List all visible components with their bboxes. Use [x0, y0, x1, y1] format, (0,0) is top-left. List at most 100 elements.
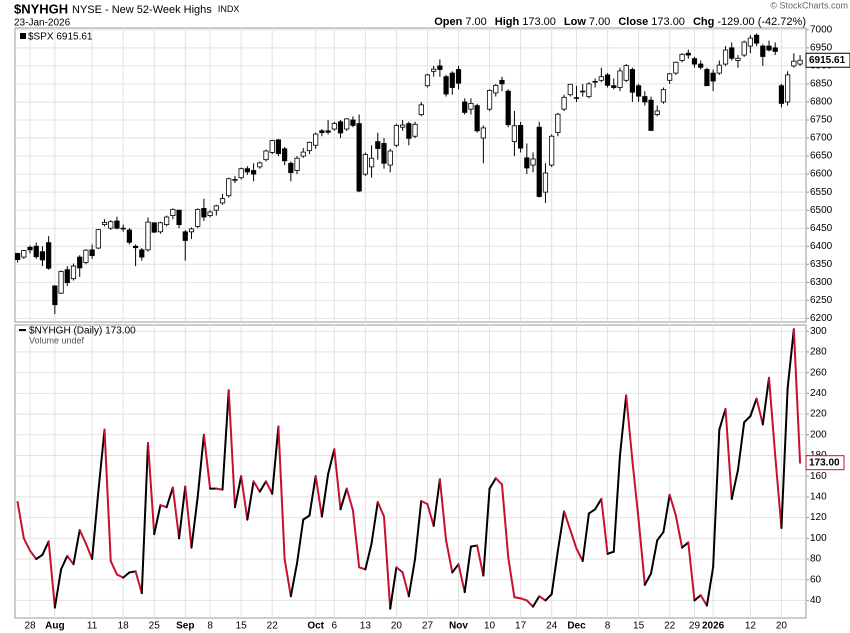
line-segment: [147, 442, 156, 536]
candle-body: [157, 222, 164, 233]
y-tick-label: 6300: [810, 277, 833, 288]
date: 23-Jan-2026: [14, 18, 71, 29]
line-segment: [122, 571, 131, 579]
y-tick-label: 6850: [810, 79, 833, 90]
candle-body: [729, 47, 735, 59]
candle-body: [567, 83, 573, 96]
line-segment: [420, 500, 429, 506]
candle-body: [64, 269, 70, 284]
x-tick-label: 17: [515, 621, 527, 632]
candle-body: [474, 105, 480, 132]
candle-body: [52, 285, 58, 306]
y-tick-label: 100: [810, 533, 827, 544]
line-segment: [376, 501, 385, 518]
line-segment: [563, 510, 572, 531]
line-segment: [500, 483, 510, 558]
line-segment: [401, 571, 410, 598]
candle-body: [499, 79, 505, 85]
candle-body: [691, 58, 698, 65]
candle-body: [151, 222, 157, 233]
line-segment: [414, 500, 423, 560]
x-tick-label: 24: [546, 621, 558, 632]
candle-body: [704, 69, 710, 87]
x-tick-label: 10: [484, 621, 496, 632]
x-tick-label: 8: [605, 621, 611, 632]
candle-body: [636, 85, 642, 97]
candle-body: [114, 220, 120, 229]
candle-body: [250, 170, 257, 175]
line-segment: [171, 486, 181, 540]
line-segment: [370, 501, 379, 545]
candle-body: [170, 209, 176, 216]
line-segment: [382, 515, 392, 610]
candle-body: [126, 229, 132, 243]
line-segment: [72, 528, 81, 566]
candle-body: [207, 211, 213, 216]
price-tag-box: [805, 52, 850, 68]
line-segment: [265, 480, 274, 495]
x-tick-label: 27: [422, 621, 434, 632]
x-tick-label: 11: [87, 621, 98, 632]
candle-body: [611, 85, 617, 88]
line-segment: [252, 480, 261, 493]
candle-body: [325, 130, 331, 133]
y-tick-label: 6400: [810, 241, 833, 252]
quote-label: Open: [434, 16, 462, 28]
line-segment: [53, 568, 63, 609]
line-segment: [705, 566, 715, 607]
line-segment: [389, 566, 398, 610]
line-segment: [29, 549, 38, 560]
line-segment: [97, 428, 106, 493]
candle-body: [623, 65, 629, 81]
candle-body: [431, 68, 437, 72]
line-segment: [115, 573, 125, 579]
line-segment: [140, 442, 150, 595]
candle-body: [518, 124, 524, 149]
y-tick-label: 280: [810, 347, 827, 358]
line-segment: [687, 541, 696, 602]
line-segment: [612, 454, 621, 553]
line-segment: [650, 539, 659, 575]
line-segment: [786, 328, 795, 390]
line-segment: [153, 504, 162, 536]
x-tick-label: 25: [149, 621, 161, 632]
line-segment: [407, 557, 417, 598]
x-tick-label: 29: [689, 621, 701, 632]
x-tick-label: 12: [745, 621, 757, 632]
candle-body: [424, 74, 431, 87]
line-segment: [556, 510, 566, 552]
candle-body: [660, 89, 667, 103]
candle-body: [244, 168, 250, 173]
line-segment: [488, 477, 497, 490]
line-segment: [283, 557, 292, 598]
candle-body: [580, 90, 586, 93]
panel: [14, 324, 807, 619]
candle-body: [269, 140, 275, 153]
quote-label: Close: [618, 16, 648, 28]
line-segment: [165, 486, 174, 509]
candle-body: [524, 157, 530, 169]
line-segment: [656, 531, 665, 542]
candle-body: [89, 249, 95, 257]
candle-body: [747, 37, 753, 47]
credit: © StockCharts.com: [770, 0, 848, 10]
line-segment: [736, 421, 746, 471]
line-segment: [202, 433, 212, 490]
candle-body: [344, 118, 350, 130]
candle-body: [549, 135, 555, 166]
line-segment: [196, 433, 205, 498]
line-segment: [519, 597, 528, 602]
line-segment: [507, 555, 516, 599]
line-segment: [774, 454, 783, 529]
line-segment: [513, 596, 522, 600]
candle-body: [201, 207, 207, 218]
line-segment: [712, 428, 721, 569]
line-segment: [544, 593, 553, 602]
line-segment: [221, 389, 230, 491]
y-tick-label: 6800: [810, 97, 833, 108]
candle-body: [698, 63, 704, 68]
candle-body: [760, 45, 766, 57]
candle-body: [219, 198, 226, 204]
candle-body: [275, 139, 282, 154]
candle-body: [685, 52, 691, 56]
